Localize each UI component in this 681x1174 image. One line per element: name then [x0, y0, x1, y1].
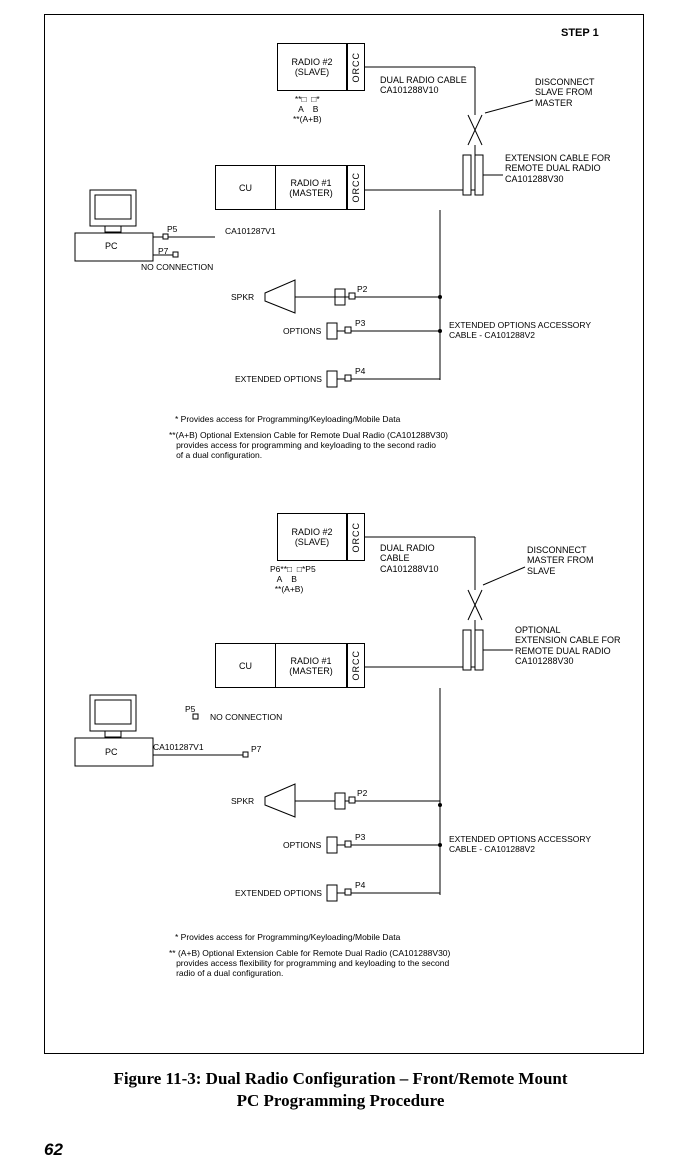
page-frame: STEP 1 RADIO #2 (SLAVE) ORCC DUAL RADIO … — [44, 14, 644, 1054]
page-number: 62 — [44, 1140, 63, 1160]
p5-label: P5 — [167, 225, 177, 235]
ca-left-b: CA101287V1 — [153, 743, 204, 753]
ext-opts-acc-b: EXTENDED OPTIONS ACCESSORY CABLE - CA101… — [449, 835, 591, 855]
p5-b: P5 — [185, 705, 195, 715]
figure-caption: Figure 11-3: Dual Radio Configuration – … — [0, 1068, 681, 1112]
noconn-label: NO CONNECTION — [141, 263, 213, 273]
options-label: OPTIONS — [283, 327, 321, 337]
p2-label: P2 — [357, 285, 367, 295]
p7-label: P7 — [158, 247, 168, 257]
p2-b: P2 — [357, 789, 367, 799]
note1-top: * Provides access for Programming/Keyloa… — [175, 415, 400, 425]
top-diagram: RADIO #2 (SLAVE) ORCC DUAL RADIO CABLE C… — [45, 15, 645, 515]
extopts-label: EXTENDED OPTIONS — [235, 375, 322, 385]
p3-label: P3 — [355, 319, 365, 329]
p4-b: P4 — [355, 881, 365, 891]
note2-top: **(A+B) Optional Extension Cable for Rem… — [169, 431, 448, 460]
extopts-b: EXTENDED OPTIONS — [235, 889, 322, 899]
p4-label: P4 — [355, 367, 365, 377]
spkr-b: SPKR — [231, 797, 254, 807]
spkr-label: SPKR — [231, 293, 254, 303]
options-b: OPTIONS — [283, 841, 321, 851]
note1-b: * Provides access for Programming/Keyloa… — [175, 933, 400, 943]
ca-left-label: CA101287V1 — [225, 227, 276, 237]
bottom-diagram: RADIO #2 (SLAVE) ORCC DUAL RADIO CABLE C… — [45, 495, 645, 1035]
p3-b: P3 — [355, 833, 365, 843]
note2-b: ** (A+B) Optional Extension Cable for Re… — [169, 949, 450, 978]
p7-b: P7 — [251, 745, 261, 755]
ext-opts-acc: EXTENDED OPTIONS ACCESSORY CABLE - CA101… — [449, 321, 591, 341]
noconn-b: NO CONNECTION — [210, 713, 282, 723]
